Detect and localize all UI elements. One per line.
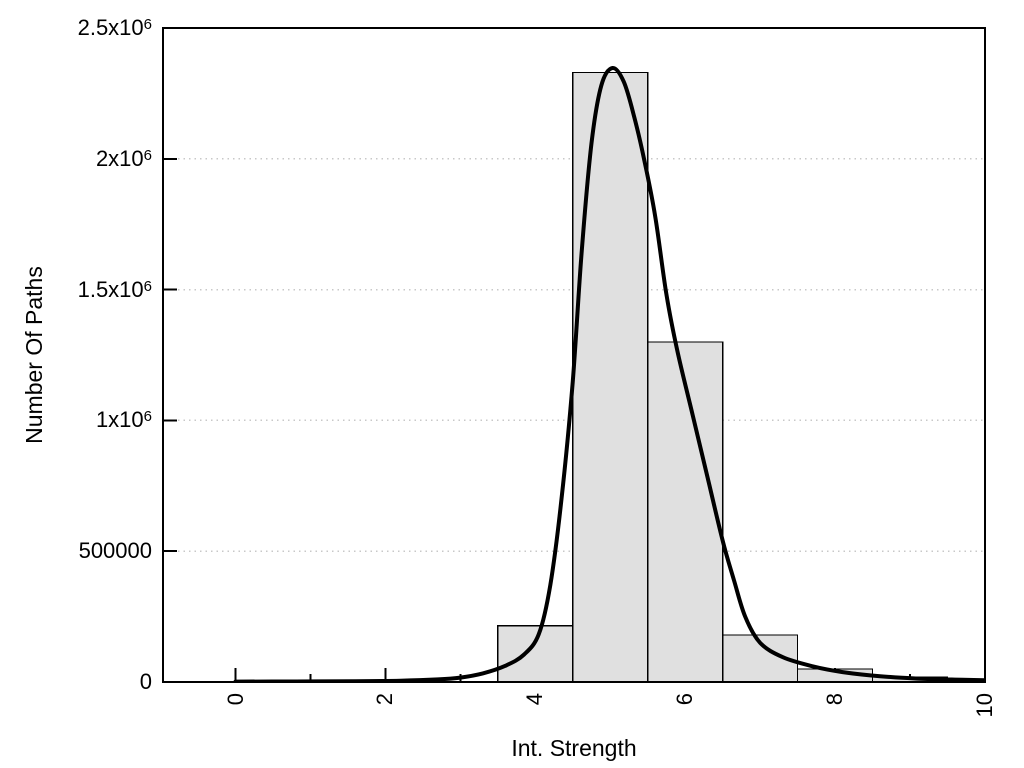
y-tick-label: 500000 [78,538,152,564]
histogram-bar [647,341,724,682]
x-tick-label: 4 [522,693,548,706]
x-tick-label: 0 [222,693,248,706]
x-tick-label: 8 [822,693,848,706]
y-axis-title-text: Number Of Paths [21,266,47,444]
x-axis-title: Int. Strength [163,735,985,762]
y-tick-label: 2.5x106 [77,15,152,40]
plot-frame [162,27,986,683]
y-tick-label: 2x106 [95,145,152,171]
y-tick-exponent: 6 [143,408,152,426]
y-tick-exponent: 6 [143,277,152,295]
y-tick-label: 1x106 [95,407,152,433]
y-tick-label: 0 [139,669,152,694]
fit-curve [233,66,985,682]
x-tick-label: 6 [672,693,698,706]
histogram-bar [497,625,574,682]
y-tick-exponent: 6 [143,16,152,33]
x-tick-label: 10 [972,693,997,718]
y-tick-label: 1.5x106 [77,276,152,302]
x-tick-label: 2 [372,693,398,706]
y-tick-exponent: 6 [143,146,152,164]
histogram-bars [497,71,985,682]
histogram-bar [572,71,649,682]
y-axis-title: Number Of Paths [21,266,48,444]
x-axis-title-text: Int. Strength [511,735,637,761]
